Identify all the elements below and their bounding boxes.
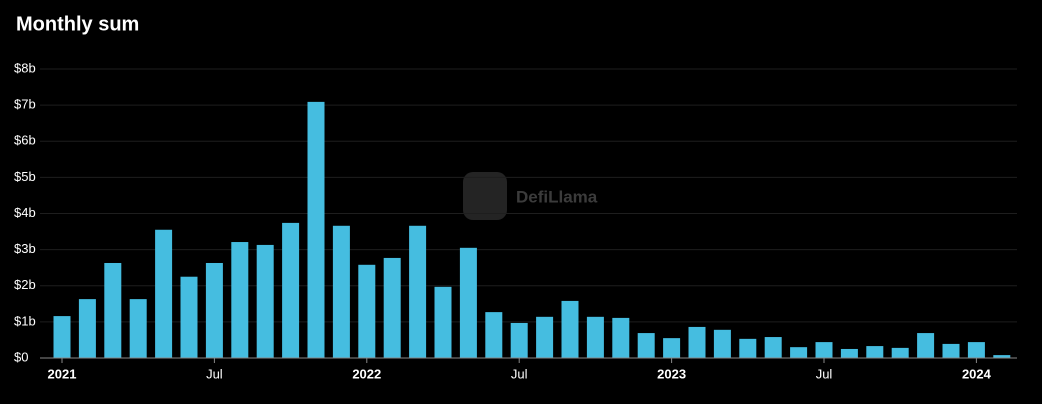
bar <box>53 316 71 358</box>
y-tick-label: $0 <box>14 349 28 364</box>
bar <box>790 347 808 358</box>
x-tick-label: Jul <box>816 366 833 381</box>
bar <box>307 101 325 358</box>
bar <box>155 229 173 358</box>
bar <box>764 337 782 358</box>
bar <box>739 338 757 358</box>
bar <box>866 346 884 358</box>
bar <box>688 326 706 358</box>
watermark-logo: DefiLlama <box>463 172 598 220</box>
bar <box>815 342 833 358</box>
bar <box>713 329 731 358</box>
x-tick-label: 2022 <box>352 366 381 381</box>
x-tick-label: 2023 <box>657 366 686 381</box>
bar <box>434 286 452 358</box>
y-tick-label: $4b <box>14 205 36 220</box>
bar <box>510 322 528 358</box>
x-tick-label: Jul <box>511 366 528 381</box>
y-tick-label: $2b <box>14 277 36 292</box>
bar <box>78 299 96 358</box>
x-tick-label: Jul <box>206 366 223 381</box>
bar <box>256 244 274 358</box>
y-tick-label: $8b <box>14 60 36 75</box>
y-tick-label: $1b <box>14 313 36 328</box>
bar <box>993 355 1011 358</box>
bar <box>180 276 198 358</box>
bar <box>586 316 604 358</box>
bar <box>485 312 503 358</box>
bar <box>663 338 681 358</box>
bar <box>205 262 223 358</box>
bar <box>561 300 579 358</box>
y-tick-label: $7b <box>14 97 36 112</box>
y-tick-label: $5b <box>14 169 36 184</box>
bar <box>231 242 249 358</box>
bar <box>104 262 122 358</box>
bar <box>637 333 655 358</box>
bar <box>536 316 554 358</box>
bar <box>840 348 858 358</box>
bar <box>129 299 147 358</box>
bar <box>917 333 935 358</box>
y-tick-label: $6b <box>14 133 36 148</box>
bar <box>942 343 960 358</box>
watermark: DefiLlama <box>516 187 598 206</box>
bar <box>967 342 985 358</box>
x-tick-label: 2024 <box>962 366 992 381</box>
x-tick-label: 2021 <box>48 366 77 381</box>
bar <box>459 247 477 358</box>
bar <box>358 264 376 358</box>
bar <box>282 222 300 358</box>
chart-title: Monthly sum <box>16 13 139 35</box>
bar <box>383 257 401 358</box>
bar <box>612 317 630 358</box>
y-tick-label: $3b <box>14 241 36 256</box>
bar <box>891 347 909 358</box>
bar <box>409 225 427 358</box>
bar <box>332 225 350 358</box>
